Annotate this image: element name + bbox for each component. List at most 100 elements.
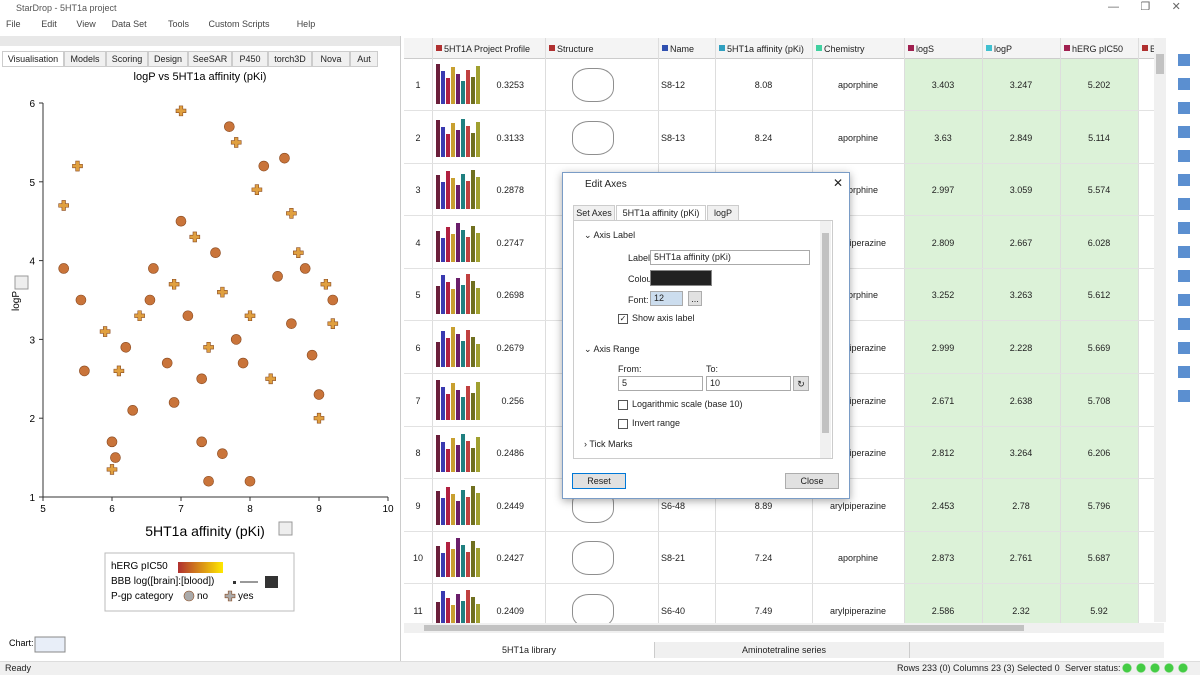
row-divider xyxy=(404,530,1164,532)
log-checkbox[interactable]: Logarithmic scale (base 10) xyxy=(618,399,743,410)
menu-item[interactable]: View xyxy=(76,19,96,29)
font-size-input[interactable]: 12 xyxy=(650,291,683,306)
left-tab[interactable]: Design xyxy=(148,51,188,67)
menu-item[interactable]: Help xyxy=(296,19,316,29)
x-tick-label: 10 xyxy=(382,504,394,515)
point xyxy=(106,436,118,448)
left-tab[interactable]: SeeSAR xyxy=(188,51,232,67)
close-button[interactable]: Close xyxy=(785,473,839,489)
menu-item[interactable]: Edit xyxy=(41,19,57,29)
invert-checkbox[interactable]: Invert range xyxy=(618,418,680,429)
green-columns xyxy=(904,38,1138,623)
table-cell: 2.228 xyxy=(1009,343,1033,353)
point xyxy=(237,357,249,369)
table-cell: S8-21 xyxy=(661,553,686,564)
table-cell: 7.24 xyxy=(754,553,773,564)
table-cell: 3.247 xyxy=(1009,80,1033,90)
table-cell: 1 xyxy=(415,80,421,90)
scatter-chart: logP vs 5HT1a affinity (pKi) 5HT1a affin… xyxy=(9,71,394,653)
profile-bar xyxy=(471,281,475,315)
point xyxy=(203,341,214,353)
x-axis-dropdown[interactable] xyxy=(278,521,293,536)
chart-selector-label: Chart: xyxy=(9,638,34,648)
profile-bar xyxy=(461,601,465,623)
table-cell: 2.999 xyxy=(931,343,955,353)
status-counts: Rows 233 (0) Columns 23 (3) Selected 0 xyxy=(897,663,1060,673)
dialog-tab[interactable]: logP xyxy=(707,205,739,221)
profile-bar xyxy=(461,396,465,420)
left-tab[interactable]: Scoring xyxy=(106,51,148,67)
profile-bar xyxy=(461,229,465,262)
reset-button[interactable]: Reset xyxy=(572,473,626,489)
title-bar: StarDrop - 5HT1a project — ❐ ✕ xyxy=(0,0,1200,17)
column-header[interactable]: hERG pIC50 xyxy=(1072,44,1124,54)
profile-bars xyxy=(436,537,481,578)
profile-bar xyxy=(471,170,475,210)
menu-item[interactable]: Custom Scripts xyxy=(208,19,270,29)
table-cell: 0.2679 xyxy=(496,343,524,353)
column-header[interactable]: 5HT1A Project Profile xyxy=(444,44,531,54)
h-scrollbar[interactable] xyxy=(404,623,1164,633)
dialog-scrollbar[interactable] xyxy=(820,221,831,458)
column-header[interactable]: 5HT1a affinity (pKi) xyxy=(727,44,804,54)
profile-bar xyxy=(471,448,475,473)
profile-bars xyxy=(436,432,481,473)
left-tab[interactable]: Models xyxy=(64,51,106,67)
profile-bar xyxy=(441,591,445,623)
left-tab[interactable]: P450 xyxy=(232,51,268,67)
dialog-tab[interactable]: Set Axes xyxy=(573,205,615,221)
left-tab[interactable]: Nova xyxy=(312,51,350,67)
profile-bar xyxy=(466,385,470,420)
from-input[interactable]: 5 xyxy=(618,376,703,391)
point xyxy=(196,436,207,448)
point xyxy=(258,160,270,172)
v-scrollbar[interactable] xyxy=(1154,38,1166,622)
left-tab[interactable]: torch3D xyxy=(268,51,312,67)
point xyxy=(168,278,180,290)
chart-type-select[interactable] xyxy=(34,636,66,653)
section-tick-marks[interactable]: › Tick Marks xyxy=(584,439,633,449)
table-cell: aporphine xyxy=(837,553,879,564)
window-controls[interactable]: — ❐ ✕ xyxy=(1108,1,1181,13)
column-header[interactable]: Chemistry xyxy=(824,44,865,54)
menu-item[interactable]: Tools xyxy=(168,19,190,29)
to-input[interactable]: 10 xyxy=(706,376,791,391)
menu-item[interactable]: Data Set xyxy=(111,19,147,29)
column-header[interactable]: Structure xyxy=(557,44,594,54)
sheet-tab[interactable]: 5HT1a library xyxy=(404,642,655,658)
table-cell: 7.49 xyxy=(754,606,773,616)
show-label-checkbox[interactable]: ✓ Show axis label xyxy=(618,313,695,324)
reset-range[interactable]: ↻ xyxy=(793,376,809,391)
sheet-tab[interactable]: Aminotetraline series xyxy=(659,642,910,658)
column-header[interactable]: Name xyxy=(670,44,695,54)
left-tab[interactable]: Aut xyxy=(350,51,378,67)
table-cell: arylpiperazine xyxy=(829,343,887,353)
row-divider xyxy=(404,110,1164,111)
toolbar-icons[interactable] xyxy=(1178,46,1190,406)
profile-bar xyxy=(456,594,460,623)
profile-bar xyxy=(476,548,480,578)
point xyxy=(75,294,87,306)
dialog-tab[interactable]: 5HT1a affinity (pKi) xyxy=(616,205,706,221)
legend-shape-title: P-gp category xyxy=(111,591,173,602)
font-button[interactable]: ... xyxy=(688,291,702,306)
x-tick-label: 8 xyxy=(247,504,253,515)
column-header[interactable]: logS xyxy=(916,44,935,54)
column-divider xyxy=(1138,38,1139,623)
y-axis-dropdown[interactable] xyxy=(14,275,29,290)
colour-picker[interactable] xyxy=(650,270,712,286)
menu-item[interactable]: File xyxy=(6,19,21,29)
column-header[interactable]: B xyxy=(1150,44,1157,54)
dialog-close-x[interactable]: ✕ xyxy=(833,176,844,190)
profile-bar xyxy=(466,125,470,157)
section-axis-label[interactable]: ⌄ Axis Label xyxy=(584,230,636,240)
label-input[interactable]: 5HT1a affinity (pKi) xyxy=(650,250,810,265)
table-cell: S8-13 xyxy=(661,132,686,143)
section-text: Axis Range xyxy=(593,344,640,354)
table-cell: S8-12 xyxy=(661,80,686,90)
chart-title: logP vs 5HT1a affinity (pKi) xyxy=(134,71,267,83)
column-header[interactable]: logP xyxy=(994,44,1013,54)
section-axis-range[interactable]: ⌄ Axis Range xyxy=(584,344,640,354)
table-cell: 0.2427 xyxy=(496,553,524,564)
left-tab[interactable]: Visualisation xyxy=(2,51,64,67)
